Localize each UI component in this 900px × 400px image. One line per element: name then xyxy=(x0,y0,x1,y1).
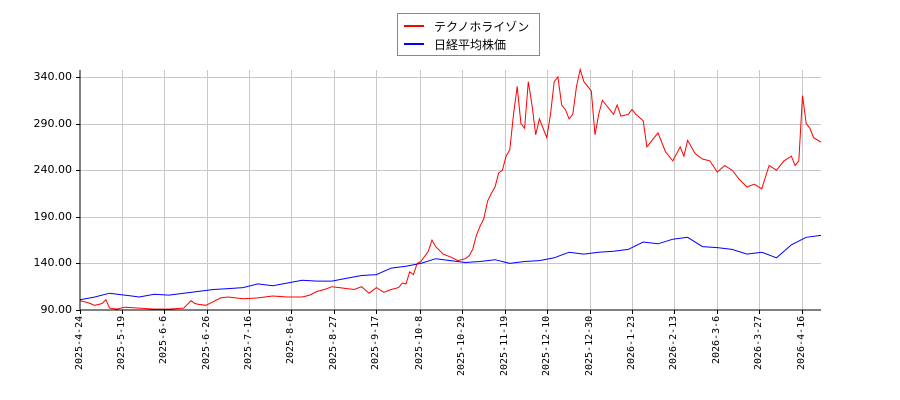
x-tick-label: 2025-9-17 xyxy=(370,315,381,370)
x-tick-label: 2026-3-6 xyxy=(711,315,722,364)
x-tick-label: 2025-8-6 xyxy=(285,315,296,364)
x-tick-label: 2026-3-27 xyxy=(753,315,764,370)
legend: テクノホライゾン 日経平均株価 xyxy=(397,13,540,56)
y-tick-label: 290.00 xyxy=(33,116,73,130)
y-tick-label: 90.00 xyxy=(40,302,73,316)
legend-item-nikkei: 日経平均株価 xyxy=(404,35,506,53)
grid-lines xyxy=(76,70,821,314)
y-tick-label: 190.00 xyxy=(33,209,73,223)
x-tick-label: 2026-2-13 xyxy=(668,315,679,370)
axes xyxy=(79,70,821,311)
x-tick-label: 2025-12-30 xyxy=(584,315,595,376)
x-tick-label: 2025-11-19 xyxy=(499,315,510,376)
x-tick-label: 2025-8-27 xyxy=(328,315,339,370)
series-lines xyxy=(79,67,822,310)
x-tick-label: 2025-10-8 xyxy=(414,315,425,370)
x-tick-label: 2025-6-6 xyxy=(158,315,169,364)
legend-label: 日経平均株価 xyxy=(434,37,507,52)
y-tick-label: 140.00 xyxy=(33,255,73,269)
x-tick-label: 2025-10-29 xyxy=(456,315,467,376)
x-tick-label: 2025-7-16 xyxy=(243,315,254,370)
legend-item-technohorizon: テクノホライゾン xyxy=(404,17,529,35)
series-line xyxy=(79,234,822,301)
x-tick-label: 2025-4-24 xyxy=(74,315,85,370)
legend-swatch-red xyxy=(404,25,424,27)
x-tick-label: 2026-4-16 xyxy=(796,315,807,370)
x-tick-label: 2025-6-26 xyxy=(201,315,212,370)
x-tick-label: 2025-5-19 xyxy=(116,315,127,370)
legend-swatch-blue xyxy=(404,43,424,45)
x-tick-label: 2026-1-23 xyxy=(626,315,637,370)
y-tick-label: 240.00 xyxy=(33,162,73,176)
legend-label: テクノホライゾン xyxy=(434,19,530,34)
series-line xyxy=(79,67,822,310)
x-tick-label: 2025-12-10 xyxy=(541,315,552,376)
y-tick-label: 340.00 xyxy=(33,69,73,83)
